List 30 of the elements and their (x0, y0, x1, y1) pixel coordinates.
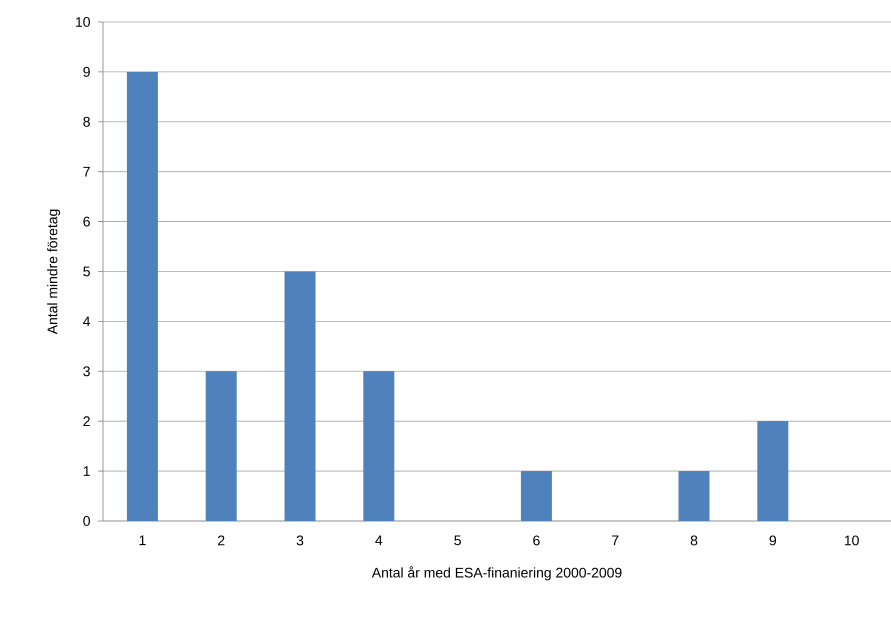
y-tick-label: 1 (84, 466, 90, 476)
y-tick-label: 0 (83, 516, 90, 526)
x-axis-title: Antal år med ESA-finaniering 2000-2009 (372, 566, 622, 580)
bar (757, 421, 788, 521)
x-tick-label: 7 (612, 536, 618, 546)
bar (520, 471, 552, 521)
y-tick-label: 8 (83, 116, 90, 127)
y-tick-label: 7 (83, 166, 90, 176)
bar (363, 371, 394, 521)
x-tick-label: 2 (218, 535, 224, 546)
y-tick-label: 5 (83, 266, 90, 276)
x-tick-label: 5 (454, 536, 461, 546)
x-tick-label: 3 (296, 535, 304, 546)
x-tick-label: 8 (690, 535, 698, 546)
x-tick-label: 1 (140, 536, 146, 546)
y-tick-label: 4 (83, 316, 90, 326)
y-tick-label: 6 (83, 216, 90, 227)
y-axis-title: Antal mindre företag (47, 210, 60, 334)
bar (126, 72, 158, 521)
bar (678, 471, 710, 521)
x-tick-label: 4 (375, 536, 382, 546)
x-tick-label: 10 (844, 535, 859, 546)
x-tick-label: 9 (770, 535, 776, 546)
y-tick-label: 10 (76, 17, 90, 27)
bar (206, 371, 237, 521)
bar (284, 271, 316, 521)
x-tick-label: 6 (533, 535, 540, 546)
y-tick-label: 2 (83, 416, 90, 426)
y-tick-label: 9 (83, 66, 90, 77)
y-tick-label: 3 (83, 366, 90, 376)
